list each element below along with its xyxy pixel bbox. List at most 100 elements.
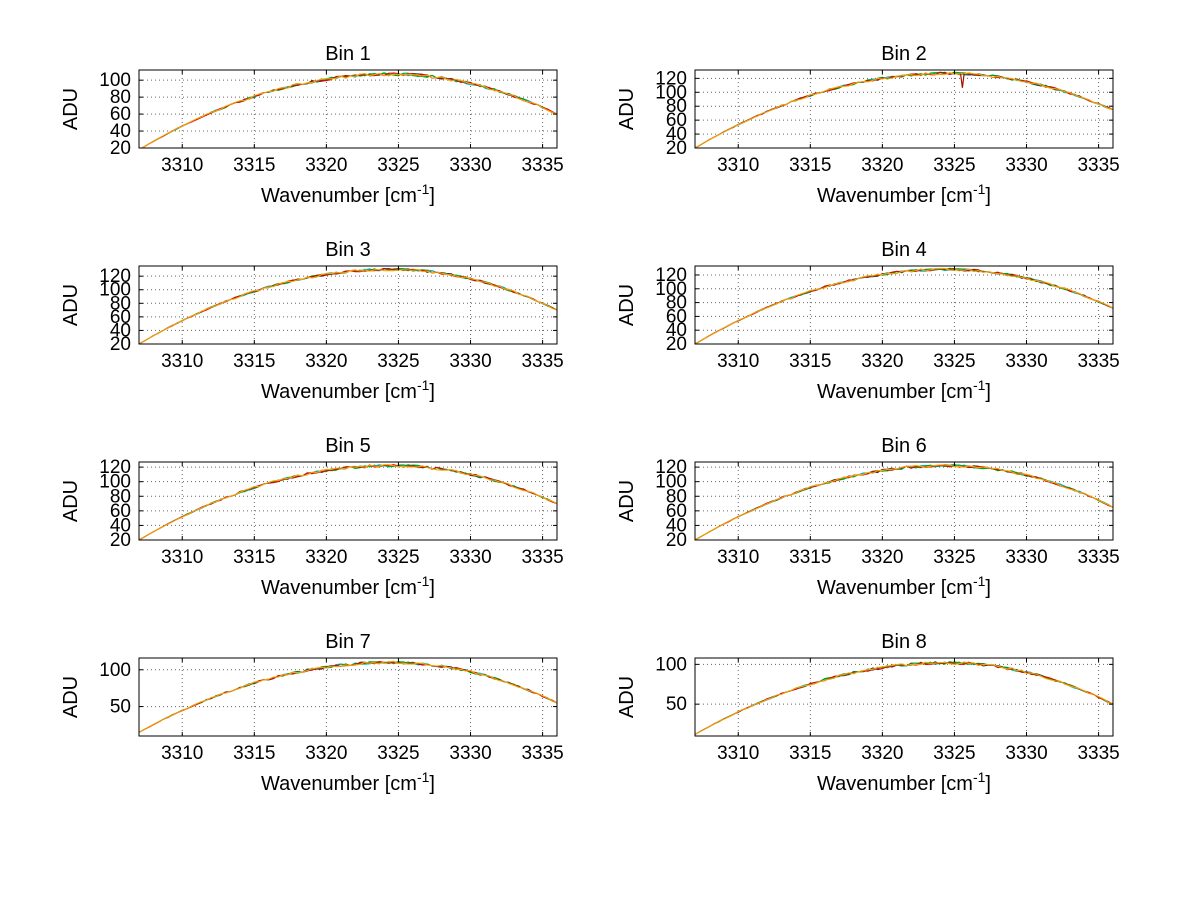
y-tick-label: 60 <box>110 307 131 328</box>
x-axis-label: Wavenumber [cm-1] <box>817 181 991 207</box>
spectrum-trace <box>140 72 557 148</box>
x-axis-label: Wavenumber [cm-1] <box>261 181 435 207</box>
chart-title: Bin 3 <box>325 240 371 261</box>
chart-title: Bin 1 <box>325 44 371 65</box>
axis-box <box>138 69 558 149</box>
y-tick-label: 100 <box>99 280 131 301</box>
y-tick-label: 40 <box>666 320 687 341</box>
x-tick-label: 3310 <box>717 155 759 176</box>
x-tick-label: 3325 <box>933 155 975 176</box>
x-axis-label: Wavenumber [cm-1] <box>261 769 435 795</box>
x-tick-label: 3310 <box>717 743 759 764</box>
x-axis-label: Wavenumber [cm-1] <box>261 377 435 403</box>
x-axis-label: Wavenumber [cm-1] <box>817 573 991 599</box>
y-tick-label: 80 <box>666 486 687 507</box>
spectrum-trace <box>695 464 1113 540</box>
spectrum-trace <box>139 660 557 733</box>
x-tick-label: 3335 <box>521 547 563 568</box>
spectrum-trace <box>140 72 557 148</box>
spectrum-trace <box>139 268 557 344</box>
x-tick-label: 3315 <box>233 351 275 372</box>
series-group <box>139 267 557 344</box>
x-tick-label: 3320 <box>305 743 347 764</box>
y-tick-label: 100 <box>99 472 131 493</box>
y-tick-label: 40 <box>666 124 687 145</box>
y-tick-label: 40 <box>110 121 131 142</box>
x-axis-label: Wavenumber [cm-1] <box>817 769 991 795</box>
spectrum-trace <box>695 267 1113 344</box>
x-tick-label: 3330 <box>449 547 491 568</box>
spectrum-trace <box>695 268 1113 344</box>
x-tick-label: 3330 <box>1005 351 1047 372</box>
y-tick-label: 80 <box>110 293 131 314</box>
axis-box <box>694 461 1114 541</box>
x-tick-label: 3325 <box>377 743 419 764</box>
y-axis-label: ADU <box>616 88 638 130</box>
y-tick-label: 20 <box>110 138 131 159</box>
x-tick-label: 3315 <box>789 351 831 372</box>
y-tick-label: 60 <box>110 104 131 125</box>
x-tick-label: 3310 <box>161 743 203 764</box>
x-axis-label: Wavenumber [cm-1] <box>817 377 991 403</box>
spectrum-trace <box>139 464 557 540</box>
x-tick-label: 3330 <box>1005 155 1047 176</box>
x-tick-label: 3325 <box>377 351 419 372</box>
series-group <box>139 660 557 733</box>
x-tick-label: 3330 <box>1005 743 1047 764</box>
x-tick-label: 3310 <box>161 155 203 176</box>
x-tick-label: 3335 <box>1077 155 1119 176</box>
y-tick-label: 50 <box>666 694 687 715</box>
x-tick-label: 3315 <box>233 547 275 568</box>
y-tick-label: 120 <box>99 266 131 287</box>
series-group <box>139 464 557 540</box>
y-tick-label: 60 <box>666 501 687 522</box>
x-tick-label: 3325 <box>933 547 975 568</box>
x-tick-label: 3320 <box>305 351 347 372</box>
y-tick-label: 80 <box>666 293 687 314</box>
series-group <box>695 661 1113 735</box>
x-tick-label: 3320 <box>305 155 347 176</box>
x-tick-label: 3330 <box>449 155 491 176</box>
chart-title: Bin 6 <box>881 436 927 457</box>
x-tick-label: 3320 <box>861 743 903 764</box>
x-tick-label: 3325 <box>377 155 419 176</box>
spectrum-trace <box>695 268 1113 344</box>
y-tick-label: 100 <box>99 660 131 681</box>
subplot-bin-7: 3310 3315 3320 3325 3330 3335 50 100 Bin 7 ADU Wav… <box>57 632 587 828</box>
y-tick-label: 20 <box>666 334 687 355</box>
chart-title: Bin 4 <box>881 240 927 261</box>
y-tick-label: 100 <box>99 70 131 91</box>
spectrum-trace <box>695 71 1113 148</box>
spectrum-trace <box>140 72 557 148</box>
x-tick-label: 3325 <box>377 547 419 568</box>
y-tick-label: 80 <box>666 96 687 117</box>
spectrum-trace <box>695 72 1113 148</box>
y-axis-label: ADU <box>60 88 82 130</box>
spectrum-trace <box>695 463 1113 540</box>
spectrum-trace <box>140 72 557 148</box>
y-tick-label: 40 <box>666 515 687 536</box>
spectrum-trace <box>139 661 557 733</box>
plot-canvas-bin-8: 3310 3315 3320 3325 3330 3335 50 100 Bin 8 ADU Wav… <box>616 632 1120 795</box>
subplot-bin-4: 3310 3315 3320 3325 3330 3335 20 40 60 80 100 120 Bi… <box>613 240 1143 436</box>
axis-box <box>138 657 558 737</box>
axis-box <box>694 657 1114 737</box>
x-tick-label: 3320 <box>861 547 903 568</box>
spectrum-trace <box>139 268 557 344</box>
x-tick-label: 3315 <box>789 155 831 176</box>
spectrum-trace <box>695 661 1113 735</box>
chart-title: Bin 5 <box>325 436 371 457</box>
spectrum-trace <box>139 464 557 540</box>
spectrum-trace <box>695 71 1113 148</box>
x-tick-label: 3310 <box>161 351 203 372</box>
x-tick-label: 3325 <box>933 743 975 764</box>
y-axis-label: ADU <box>616 480 638 522</box>
spectrum-trace <box>140 72 557 148</box>
x-tick-label: 3310 <box>717 547 759 568</box>
y-tick-label: 20 <box>110 334 131 355</box>
x-tick-label: 3325 <box>933 351 975 372</box>
